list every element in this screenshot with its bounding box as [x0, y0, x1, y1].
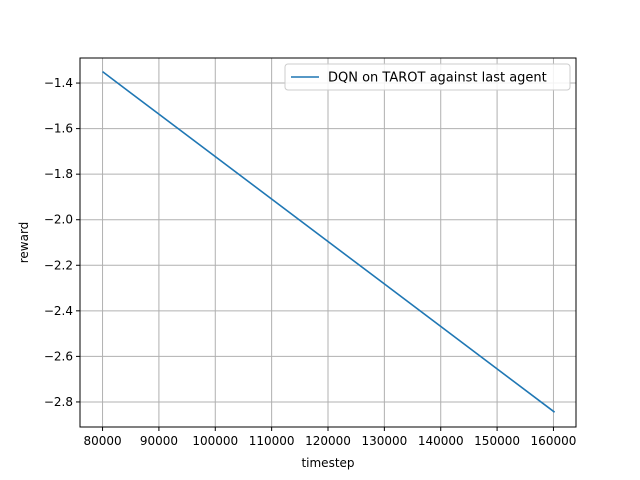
- x-tick-label: 100000: [192, 434, 238, 448]
- x-tick-label: 120000: [305, 434, 351, 448]
- x-tick-label: 160000: [531, 434, 577, 448]
- x-tick-label: 110000: [249, 434, 295, 448]
- legend: DQN on TAROT against last agent: [284, 63, 571, 91]
- y-tick-label: −2.6: [44, 349, 73, 363]
- x-tick-label: 90000: [140, 434, 178, 448]
- x-tick-label: 140000: [418, 434, 464, 448]
- legend-label: DQN on TAROT against last agent: [328, 71, 547, 86]
- series-layer: [102, 71, 556, 413]
- y-tick-label: −2.8: [44, 395, 73, 409]
- y-axis-label: reward: [17, 222, 31, 264]
- series-line: [102, 71, 556, 413]
- x-tick-label: 150000: [474, 434, 520, 448]
- y-tick-label: −2.0: [44, 213, 73, 227]
- x-tick-label: 130000: [361, 434, 407, 448]
- y-tick-label: −1.8: [44, 167, 73, 181]
- y-tick-label: −1.4: [44, 76, 73, 90]
- y-tick-label: −1.6: [44, 122, 73, 136]
- y-axis: −1.4 −1.6 −1.8 −2.0 −2.2 −2.4 −2.6 −2.8: [44, 76, 80, 409]
- y-tick-label: −2.2: [44, 258, 73, 272]
- x-tick-label: 80000: [83, 434, 121, 448]
- legend-box: [284, 63, 571, 91]
- y-tick-label: −2.4: [44, 304, 73, 318]
- x-axis: 80000 90000 100000 110000 120000 130000 140000…: [83, 427, 576, 448]
- x-axis-label: timestep: [301, 456, 354, 470]
